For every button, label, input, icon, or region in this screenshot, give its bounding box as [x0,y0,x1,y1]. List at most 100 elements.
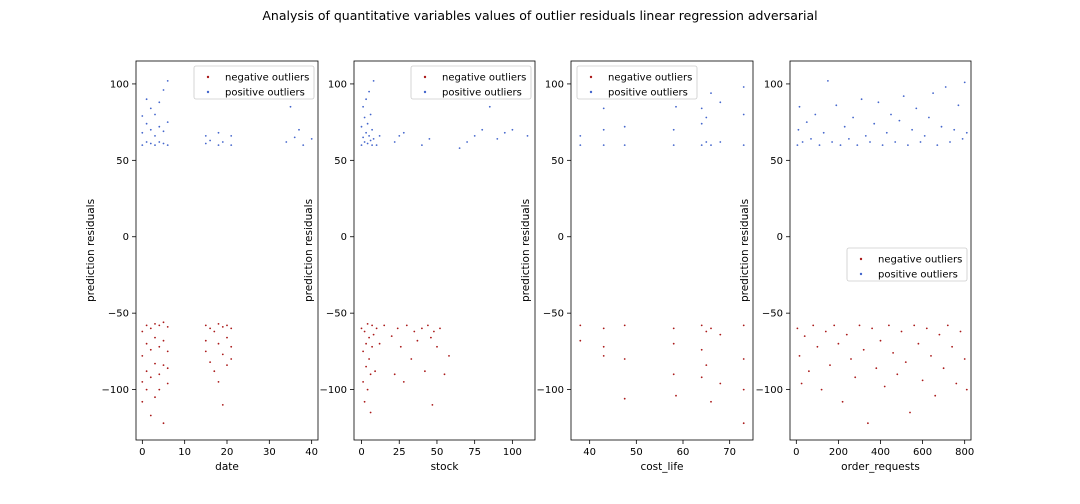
x-tick-label: 20 [221,447,234,458]
data-point [675,394,677,397]
legend-box [846,247,968,282]
data-point [149,348,152,351]
data-point [675,105,677,108]
x-tick-label: 50 [431,447,444,458]
series-negative-outliers [360,323,450,414]
data-point [932,92,934,94]
data-point [719,382,722,385]
data-point [831,141,833,143]
data-point [362,105,364,108]
y-tick-label: −50 [543,309,564,320]
data-point [141,144,144,147]
data-point [302,144,305,147]
data-point [798,355,801,357]
data-point [944,86,947,88]
data-point [368,90,370,93]
legend: negative outliers positive outliers [410,65,532,100]
data-point [940,125,943,128]
data-point [427,324,429,327]
data-point [700,348,703,351]
data-point [158,324,161,327]
data-point [800,382,803,385]
data-point [149,107,152,110]
data-point [158,125,161,128]
x-tick-label: 75 [468,447,481,458]
legend-marker [206,75,210,79]
legend-label: positive outliers [442,88,522,99]
data-point [154,336,156,339]
data-point [230,135,233,137]
data-point [365,98,367,101]
data-point [154,323,156,325]
x-tick-label: 100 [503,447,522,458]
data-point [602,345,605,348]
data-point [710,400,712,403]
data-point [371,345,373,348]
data-point [289,105,292,108]
data-point [141,131,144,134]
data-point [145,370,148,373]
y-tick-label: 0 [123,232,129,243]
y-tick-label: 50 [551,156,564,167]
data-point [942,367,945,370]
y-tick-label: −50 [108,309,129,320]
data-point [742,324,745,327]
data-point [217,131,220,134]
x-tick-label: 600 [913,447,932,458]
data-point [829,364,831,366]
data-point [363,400,366,403]
data-point [368,135,370,137]
data-point [416,339,419,342]
y-tick-label: 100 [328,79,347,90]
data-point [602,144,605,147]
data-point [911,128,913,131]
data-point [810,138,812,140]
x-axis-label: order_requests [841,461,920,473]
data-point [162,339,165,342]
legend-marker [859,257,863,261]
data-point [951,345,953,348]
data-point [796,327,799,330]
data-point [145,141,148,143]
data-point [705,364,708,366]
data-point [166,144,169,147]
y-tick-label: −50 [326,309,347,320]
data-point [436,345,438,348]
data-point [850,358,852,360]
data-point [511,128,514,131]
data-point [953,128,956,131]
data-point [166,80,169,82]
data-point [672,342,675,345]
subplot-cost-life: 40 50 60 70 −100 −50 0 50 100 cost_life prediction… [520,60,754,473]
data-point [888,324,890,327]
data-point [213,330,216,333]
data-point [458,147,461,150]
axes-frame [135,60,319,441]
y-axis-label: prediction residuals [85,199,97,302]
data-point [949,141,951,143]
data-point [374,370,376,373]
data-point [936,144,939,147]
data-point [158,345,161,348]
data-point [366,388,369,391]
data-point [705,330,708,333]
data-point [221,141,224,143]
data-point [854,376,857,379]
data-point [827,80,829,82]
data-point [871,327,873,330]
data-point [848,138,850,140]
data-point [904,361,907,363]
data-point [365,342,367,345]
data-point [209,327,212,330]
axes-frame [570,60,754,441]
data-point [602,128,605,131]
y-tick-label: 50 [116,156,129,167]
data-point [915,107,918,110]
x-tick-label: 70 [723,447,736,458]
data-point [961,138,964,140]
data-point [162,89,165,91]
data-point [221,353,224,356]
data-point [217,381,220,383]
data-point [623,324,626,327]
x-tick-label: 0 [139,447,145,458]
